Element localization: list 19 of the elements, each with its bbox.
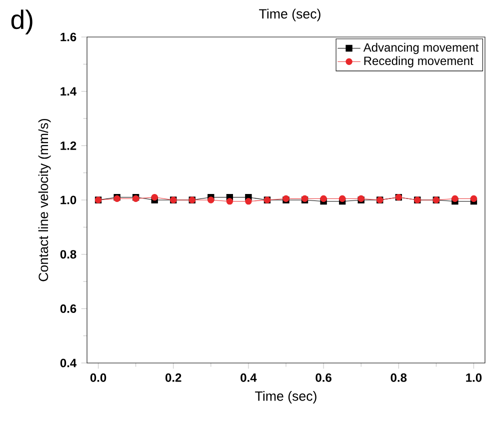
x-tick-label: 0.4 (240, 373, 257, 382)
text: d) (11, 10, 32, 34)
y-tick-label: 0.6 (60, 304, 76, 313)
y-tick-label: 0.4 (60, 358, 77, 368)
legend-label: Advancing movement (363, 42, 479, 54)
y-tick-label: 1.2 (60, 141, 76, 150)
x-tick-label: 0.2 (166, 373, 182, 382)
x-tick-label: 0.6 (316, 373, 332, 382)
legend-label: Receding movement (364, 56, 474, 68)
x-tick-label: 0.0 (90, 373, 106, 382)
text: Time (sec) (259, 8, 320, 22)
x-tick-label: 0.8 (390, 373, 407, 382)
y-tick-label: 1.6 (60, 32, 76, 42)
y-tick-label: 1.4 (60, 87, 77, 96)
x-axis-title: Time (sec) (255, 391, 316, 404)
x-tick-label: 1.0 (466, 373, 482, 382)
y-axis-title: Contact line velocity (mm/s) (38, 118, 51, 282)
y-tick-label: 0.8 (60, 250, 76, 259)
y-tick-label: 1.0 (60, 196, 76, 204)
